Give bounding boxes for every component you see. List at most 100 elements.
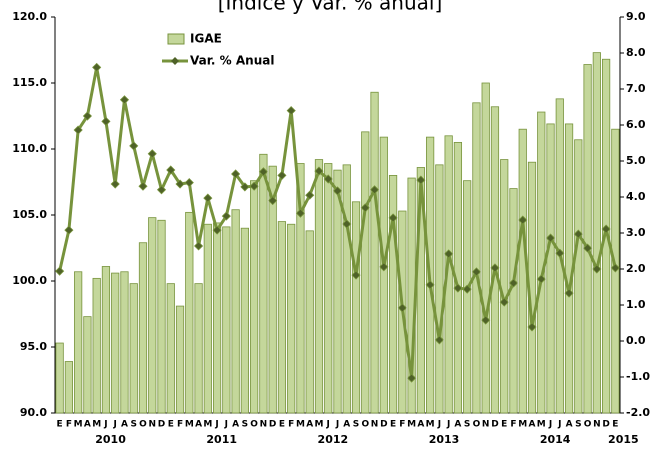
line-marker [508, 278, 519, 288]
bar [92, 277, 101, 414]
bar [157, 219, 166, 414]
bar [518, 128, 527, 414]
line-marker [129, 141, 139, 151]
bar [490, 106, 500, 414]
line-marker [397, 303, 407, 313]
x-tick-label: N [148, 420, 156, 430]
line-marker [425, 280, 435, 290]
bar [296, 163, 305, 414]
line-marker [545, 233, 556, 243]
line-marker [277, 170, 287, 180]
line-marker [573, 229, 583, 239]
x-tick-label: J [103, 420, 107, 430]
y2-tick-label: 3.0 [626, 226, 646, 239]
x-tick-label: J [557, 420, 561, 430]
line-marker [518, 215, 528, 225]
line-marker [490, 263, 500, 273]
bar [602, 58, 611, 414]
x-tick-label: S [464, 420, 470, 430]
x-tick-label: O [139, 420, 147, 430]
line-marker [444, 249, 454, 259]
line-marker [416, 175, 426, 185]
line-marker [119, 95, 130, 105]
bar [268, 165, 277, 414]
x-tick-label: D [491, 420, 498, 430]
line-marker [314, 166, 324, 176]
year-label: 2010 [95, 433, 126, 446]
bar [546, 123, 555, 414]
line-marker [481, 315, 491, 325]
line-marker [564, 288, 574, 298]
bar [55, 342, 64, 414]
line-marker [92, 62, 102, 72]
x-tick-label: J [446, 420, 450, 430]
x-tick-label: F [399, 420, 405, 430]
bar [388, 174, 398, 414]
line-marker [434, 335, 444, 345]
x-tick-label: J [113, 420, 117, 430]
line-marker [610, 263, 620, 273]
bar [166, 283, 175, 414]
bar [250, 180, 259, 414]
bar [574, 139, 583, 414]
x-tick-label: A [343, 420, 350, 430]
x-tick-label: E [168, 420, 174, 430]
bar [370, 91, 379, 414]
year-label: 2011 [206, 433, 237, 446]
x-tick-label: E [57, 420, 63, 430]
x-tick-label: A [195, 420, 202, 430]
line-marker [369, 185, 380, 195]
legend-swatch [167, 33, 185, 45]
legend-label: IGAE [190, 32, 222, 46]
bar [120, 271, 129, 414]
x-tick-label: M [518, 420, 527, 430]
line-marker [82, 111, 92, 121]
line-marker [295, 208, 306, 218]
bar [64, 361, 73, 414]
bar [185, 211, 194, 414]
x-tick-label: J [224, 420, 228, 430]
line-marker [351, 270, 361, 280]
bar [222, 226, 231, 414]
line-marker [407, 373, 417, 383]
x-tick-label: M [407, 420, 416, 430]
x-tick-label: O [250, 420, 258, 430]
y2-tick-label: 5.0 [626, 154, 646, 167]
line-marker [221, 211, 231, 221]
x-tick-label: D [602, 420, 609, 430]
y2-tick-label: 8.0 [626, 46, 646, 59]
x-tick-label: M [537, 420, 546, 430]
bar [509, 188, 518, 414]
year-label: 2013 [429, 433, 460, 446]
x-tick-label: D [158, 420, 165, 430]
bar [435, 164, 444, 414]
bar [101, 266, 111, 414]
x-tick-label: D [380, 420, 387, 430]
y-tick-label: 100.0 [12, 274, 47, 287]
x-tick-label: A [566, 420, 573, 430]
line-marker [453, 283, 463, 293]
line-marker [379, 262, 389, 272]
x-tick-label: F [177, 420, 183, 430]
x-tick-label: J [335, 420, 339, 430]
line-marker [286, 106, 296, 116]
bar [333, 169, 342, 414]
bar [287, 223, 296, 414]
x-tick-label: S [575, 420, 581, 430]
x-tick-label: E [501, 420, 507, 430]
y-tick-label: 95.0 [20, 340, 47, 353]
bar [231, 209, 240, 414]
bar [277, 221, 287, 414]
line-marker [194, 241, 204, 251]
bar [129, 283, 138, 414]
line-marker [249, 181, 259, 191]
y2-tick-label: 4.0 [626, 190, 646, 203]
y2-tick-label: 7.0 [626, 82, 646, 95]
line-marker [184, 178, 194, 188]
x-tick-label: A [121, 420, 128, 430]
bar [379, 136, 388, 414]
y-tick-label: 90.0 [20, 406, 47, 419]
x-tick-label: J [214, 420, 218, 430]
bar [74, 271, 83, 414]
year-label: 2012 [318, 433, 349, 446]
